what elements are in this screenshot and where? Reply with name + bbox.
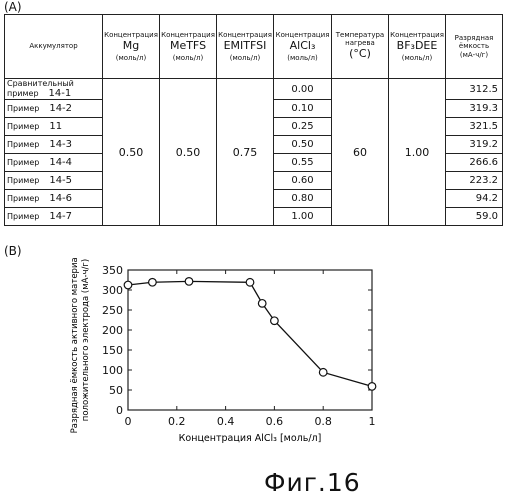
y-tick-label: 300 [102,284,123,297]
temperature-value: 60 [332,79,389,226]
capacity-value: 266.6 [446,154,503,172]
emitfsi-value: 0.75 [217,79,274,226]
row-battery-name: Пример14-4 [5,154,103,172]
y-tick-label: 50 [109,384,123,397]
x-tick-label: 0.6 [266,415,284,428]
data-point [124,281,132,289]
alcl3-value: 0.00 [274,79,332,100]
row-battery-name: Пример14-7 [5,208,103,226]
header-metfs: КонцентрацияMeTFS(моль/л) [160,15,217,79]
x-tick-label: 0 [125,415,132,428]
capacity-line-chart: 0 50 100 150 200 250 300 350 0 0.2 0.4 0.6 0.8 1 Разр… [0,258,511,468]
capacity-value: 94.2 [446,190,503,208]
alcl3-value: 0.80 [274,190,332,208]
alcl3-value: 0.60 [274,172,332,190]
y-tick-label: 100 [102,364,123,377]
header-alcl3: КонцентрацияAlCl₃(моль/л) [274,15,332,79]
x-tick-label: 0.2 [168,415,186,428]
x-tick-label: 0.8 [314,415,332,428]
x-tick-label: 1 [369,415,376,428]
panel-a-label: (A) [4,0,22,14]
data-point [185,278,193,286]
y-tick-label: 200 [102,324,123,337]
alcl3-value: 0.10 [274,100,332,118]
row-battery-name: Пример11 [5,118,103,136]
capacity-value: 319.3 [446,100,503,118]
metfs-value: 0.50 [160,79,217,226]
battery-table: Аккумулятор КонцентрацияMg(моль/л) Конце… [4,14,503,226]
data-point [149,278,157,286]
y-axis-label-line-1: Разрядная ёмкость активного материала [70,258,80,433]
header-temperature: Температура нагрева(°C) [332,15,389,79]
row-battery-name: Пример14-6 [5,190,103,208]
y-tick-label: 350 [102,264,123,277]
mg-value: 0.50 [103,79,160,226]
y-tick-label: 150 [102,344,123,357]
y-axis-label-line-2: положительного электрода (мА-ч/г) [81,259,91,421]
header-capacity: Разрядная ёмкость(мА-ч/г) [446,15,503,79]
x-tick-label: 0.4 [217,415,235,428]
chart-series [124,278,376,391]
alcl3-value: 0.25 [274,118,332,136]
header-mg: КонцентрацияMg(моль/л) [103,15,160,79]
row-battery-name: Пример14-3 [5,136,103,154]
row-battery-name: Пример14-2 [5,100,103,118]
plot-frame [128,270,372,410]
x-axis-label: Концентрация AlCl₃ [моль/л] [179,433,322,444]
chart-axes [128,270,372,410]
row-battery-name: Сравнительный пример14-1 [5,79,103,100]
capacity-value: 321.5 [446,118,503,136]
header-emitfsi: КонцентрацияEMITFSI(моль/л) [217,15,274,79]
header-battery: Аккумулятор [5,15,103,79]
capacity-value: 223.2 [446,172,503,190]
data-point [246,279,254,287]
table-row: Сравнительный пример14-1 0.50 0.50 0.75 … [5,79,503,100]
data-point [271,317,279,325]
row-battery-name: Пример14-5 [5,172,103,190]
bf3dee-value: 1.00 [389,79,446,226]
alcl3-value: 0.50 [274,136,332,154]
capacity-value: 312.5 [446,79,503,100]
data-point [368,383,376,391]
chart-ticks: 0 50 100 150 200 250 300 350 0 0.2 0.4 0.6 0.8 1 [102,264,376,428]
table-header-row: Аккумулятор КонцентрацияMg(моль/л) Конце… [5,15,503,79]
panel-b-label: (B) [4,244,22,258]
y-tick-label: 250 [102,304,123,317]
header-bf3dee: КонцентрацияBF₃DEE(моль/л) [389,15,446,79]
alcl3-value: 0.55 [274,154,332,172]
capacity-value: 319.2 [446,136,503,154]
data-point [319,369,327,377]
alcl3-value: 1.00 [274,208,332,226]
y-tick-label: 0 [116,404,123,417]
capacity-value: 59.0 [446,208,503,226]
series-line [128,281,372,386]
figure-caption: Фиг.16 [264,468,361,497]
data-point [258,300,266,308]
